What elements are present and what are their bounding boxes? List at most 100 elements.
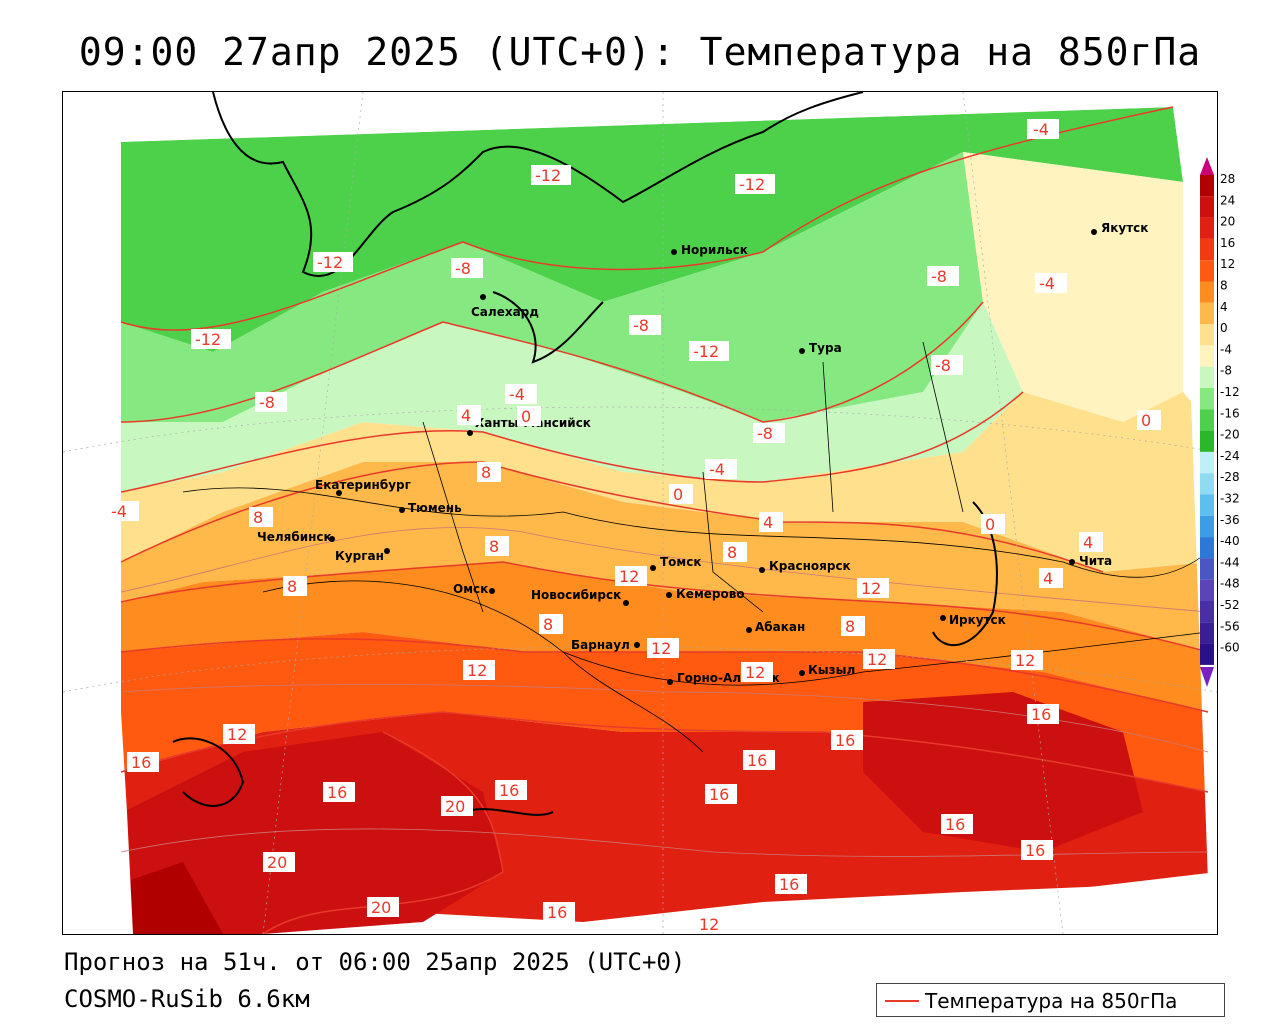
legend-label: Температура на 850гПа xyxy=(925,989,1178,1013)
city-chelyabinsk: Челябинск xyxy=(257,530,335,544)
svg-text:Новосибирск: Новосибирск xyxy=(531,588,621,602)
iso-label: 16 xyxy=(495,780,527,800)
svg-text:Тура: Тура xyxy=(809,341,842,355)
svg-text:8: 8 xyxy=(543,615,553,634)
iso-label: -12 xyxy=(735,174,775,194)
svg-text:Норильск: Норильск xyxy=(681,243,748,257)
svg-text:Курган: Курган xyxy=(335,549,384,563)
svg-text:12: 12 xyxy=(861,579,881,598)
svg-text:4: 4 xyxy=(763,513,773,532)
city-yekaterinburg: Екатеринбург xyxy=(315,478,411,496)
svg-text:Кызыл: Кызыл xyxy=(808,663,855,677)
iso-label: 20 xyxy=(367,897,399,917)
iso-label: 12 xyxy=(1011,650,1043,670)
iso-label: 12 xyxy=(615,566,647,586)
legend-line-swatch xyxy=(885,1000,919,1002)
svg-text:-8: -8 xyxy=(455,259,471,278)
colorbar-tick-label: -60 xyxy=(1220,641,1240,655)
iso-label: 16 xyxy=(775,874,807,894)
svg-text:-4: -4 xyxy=(709,460,725,479)
colorbar-tick-label: -4 xyxy=(1220,342,1232,356)
svg-text:8: 8 xyxy=(845,617,855,636)
svg-text:16: 16 xyxy=(1025,841,1045,860)
colorbar-tick-label: 20 xyxy=(1220,215,1235,229)
svg-text:8: 8 xyxy=(481,463,491,482)
svg-text:Абакан: Абакан xyxy=(755,620,805,634)
iso-label: 20 xyxy=(263,852,295,872)
colorbar-swatch xyxy=(1200,622,1214,644)
svg-text:20: 20 xyxy=(445,797,465,816)
iso-label: -12 xyxy=(313,252,353,272)
iso-label: -8 xyxy=(927,266,959,286)
iso-label: 8 xyxy=(249,507,273,527)
svg-text:8: 8 xyxy=(489,537,499,556)
isotherm-labels: -4 -12 -12 -12 -8 -8 -4 -12 -8 -12 -8 -8… xyxy=(107,119,1161,934)
svg-text:-4: -4 xyxy=(1039,274,1055,293)
svg-text:16: 16 xyxy=(835,731,855,750)
city-kemerovo: Кемерово xyxy=(666,587,745,601)
colorbar-swatch xyxy=(1200,473,1214,495)
svg-text:-4: -4 xyxy=(1033,120,1049,139)
iso-label: -8 xyxy=(451,258,483,278)
svg-text:12: 12 xyxy=(467,661,487,680)
iso-label: 4 xyxy=(457,405,481,425)
city-barnaul: Барнаул xyxy=(571,638,640,652)
iso-label: 0 xyxy=(1137,410,1161,430)
colorbar-swatch xyxy=(1200,175,1214,197)
outside-domain-nw xyxy=(63,92,1217,512)
colorbar-tick-label: -36 xyxy=(1220,513,1240,527)
svg-text:Чита: Чита xyxy=(1079,554,1112,568)
city-abakan: Абакан xyxy=(746,620,805,634)
svg-text:-12: -12 xyxy=(317,253,343,272)
svg-text:-4: -4 xyxy=(111,502,127,521)
outside-domain-se xyxy=(763,872,1217,934)
svg-text:16: 16 xyxy=(131,753,151,772)
svg-text:20: 20 xyxy=(267,853,287,872)
svg-text:12: 12 xyxy=(745,663,765,682)
iso-label: 16 xyxy=(743,750,775,770)
band-4 xyxy=(121,462,1208,652)
svg-text:8: 8 xyxy=(287,577,297,596)
svg-text:16: 16 xyxy=(945,815,965,834)
iso-label: 8 xyxy=(485,536,509,556)
band-minus8 xyxy=(121,302,1023,492)
temperature-field: Якутск Норильск Салехард Тура Ханты-Манс… xyxy=(63,92,1217,934)
iso-label: 20 xyxy=(441,796,473,816)
colorbar-swatch xyxy=(1200,366,1214,388)
svg-text:0: 0 xyxy=(1141,411,1151,430)
band-24 xyxy=(125,862,223,934)
city-yakutsk: Якутск xyxy=(1091,221,1148,235)
svg-text:12: 12 xyxy=(1015,651,1035,670)
svg-text:-8: -8 xyxy=(259,393,275,412)
iso-label: -4 xyxy=(107,501,139,521)
svg-text:0: 0 xyxy=(673,485,683,504)
svg-text:-8: -8 xyxy=(931,267,947,286)
outside-domain-ne xyxy=(1173,92,1217,182)
colorbar-tick-label: -28 xyxy=(1220,470,1240,484)
iso-label: 12 xyxy=(647,638,679,658)
band-minus16 xyxy=(121,107,1183,352)
colorbar-swatch xyxy=(1200,579,1214,601)
svg-text:Екатеринбург: Екатеринбург xyxy=(315,478,411,492)
iso-label: -12 xyxy=(689,341,729,361)
colorbar-bottom-arrow xyxy=(1200,667,1214,687)
iso-label: 16 xyxy=(831,730,863,750)
iso-label: 8 xyxy=(477,462,501,482)
colorbar-tick-label: -44 xyxy=(1220,555,1240,569)
colorbar-swatch xyxy=(1200,515,1214,538)
iso-label: 8 xyxy=(283,576,307,596)
band-12 xyxy=(121,632,1208,792)
colorbar-swatch xyxy=(1200,238,1214,261)
colorbar-tick-label: -32 xyxy=(1220,492,1240,506)
iso-label: 12 xyxy=(863,649,895,669)
iso-label: 0 xyxy=(981,514,1005,534)
svg-text:-12: -12 xyxy=(535,166,561,185)
city-omsk: Омск xyxy=(453,582,495,596)
colorbar-top-arrow xyxy=(1200,157,1214,175)
svg-text:Челябинск: Челябинск xyxy=(257,530,332,544)
colorbar-swatch xyxy=(1200,537,1214,559)
svg-text:12: 12 xyxy=(867,650,887,669)
colorbar-swatch xyxy=(1200,281,1214,303)
svg-text:12: 12 xyxy=(651,639,671,658)
band-20-east xyxy=(863,692,1143,852)
